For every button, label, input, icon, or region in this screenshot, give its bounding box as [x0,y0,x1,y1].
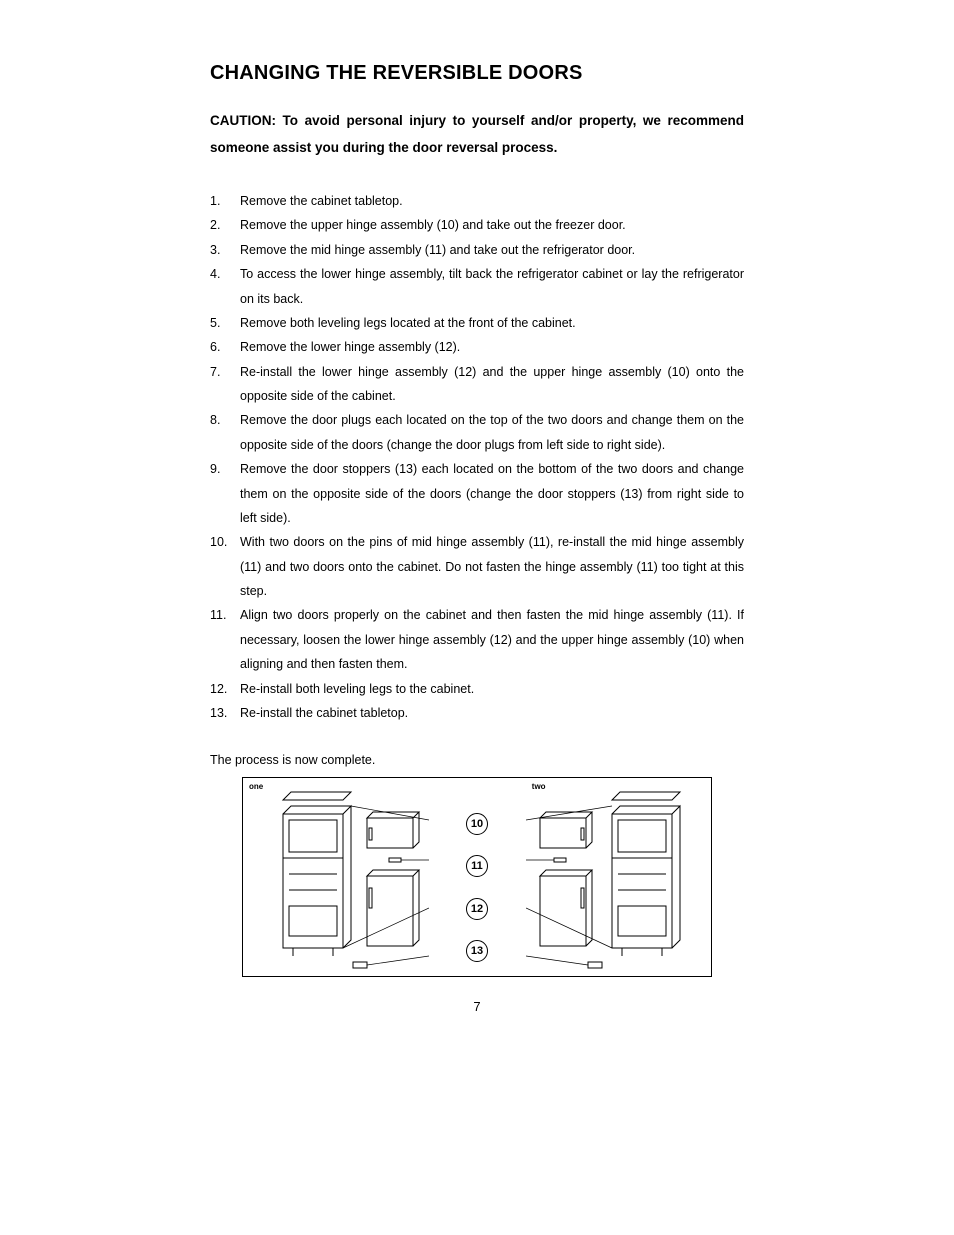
step-item: With two doors on the pins of mid hinge … [210,530,744,603]
exploded-view-figure: one [242,777,712,977]
step-text: Remove the mid hinge assembly (11) and t… [240,238,744,262]
step-item: Re-install both leveling legs to the cab… [210,677,744,701]
caution-paragraph: CAUTION: To avoid personal injury to you… [210,107,744,161]
step-text: Re-install the cabinet tabletop. [240,701,744,725]
page-number: 7 [210,999,744,1014]
step-text: To access the lower hinge assembly, tilt… [240,262,744,311]
step-text: With two doors on the pins of mid hinge … [240,530,744,603]
fridge-exploded-left-icon [243,778,429,976]
step-item: Remove the cabinet tabletop. [210,189,744,213]
step-item: Remove the door plugs each located on th… [210,408,744,457]
step-text: Remove the door plugs each located on th… [240,408,744,457]
steps-list: Remove the cabinet tabletop. Remove the … [210,189,744,725]
step-item: Remove the mid hinge assembly (11) and t… [210,238,744,262]
completion-text: The process is now complete. [210,753,744,767]
callout-10: 10 [466,813,488,835]
figure-callout-column: 10 11 12 13 [428,778,526,976]
step-text: Re-install the lower hinge assembly (12)… [240,360,744,409]
step-text: Remove the lower hinge assembly (12). [240,335,744,359]
figure-panel-left: one [243,778,428,976]
step-item: To access the lower hinge assembly, tilt… [210,262,744,311]
step-text: Remove the cabinet tabletop. [240,189,744,213]
step-item: Remove the lower hinge assembly (12). [210,335,744,359]
callout-11: 11 [466,855,488,877]
document-page: CHANGING THE REVERSIBLE DOORS CAUTION: T… [0,0,954,1235]
step-text: Re-install both leveling legs to the cab… [240,677,744,701]
step-item: Remove both leveling legs located at the… [210,311,744,335]
fridge-exploded-right-icon [526,778,712,976]
step-item: Remove the door stoppers (13) each locat… [210,457,744,530]
step-item: Re-install the cabinet tabletop. [210,701,744,725]
step-text: Remove the upper hinge assembly (10) and… [240,213,744,237]
figure-panel-right: two [526,778,711,976]
step-item: Align two doors properly on the cabinet … [210,603,744,676]
step-text: Remove both leveling legs located at the… [240,311,744,335]
step-text: Align two doors properly on the cabinet … [240,603,744,676]
callout-13: 13 [466,940,488,962]
step-item: Re-install the lower hinge assembly (12)… [210,360,744,409]
step-item: Remove the upper hinge assembly (10) and… [210,213,744,237]
callout-12: 12 [466,898,488,920]
step-text: Remove the door stoppers (13) each locat… [240,457,744,530]
section-title: CHANGING THE REVERSIBLE DOORS [210,62,744,85]
